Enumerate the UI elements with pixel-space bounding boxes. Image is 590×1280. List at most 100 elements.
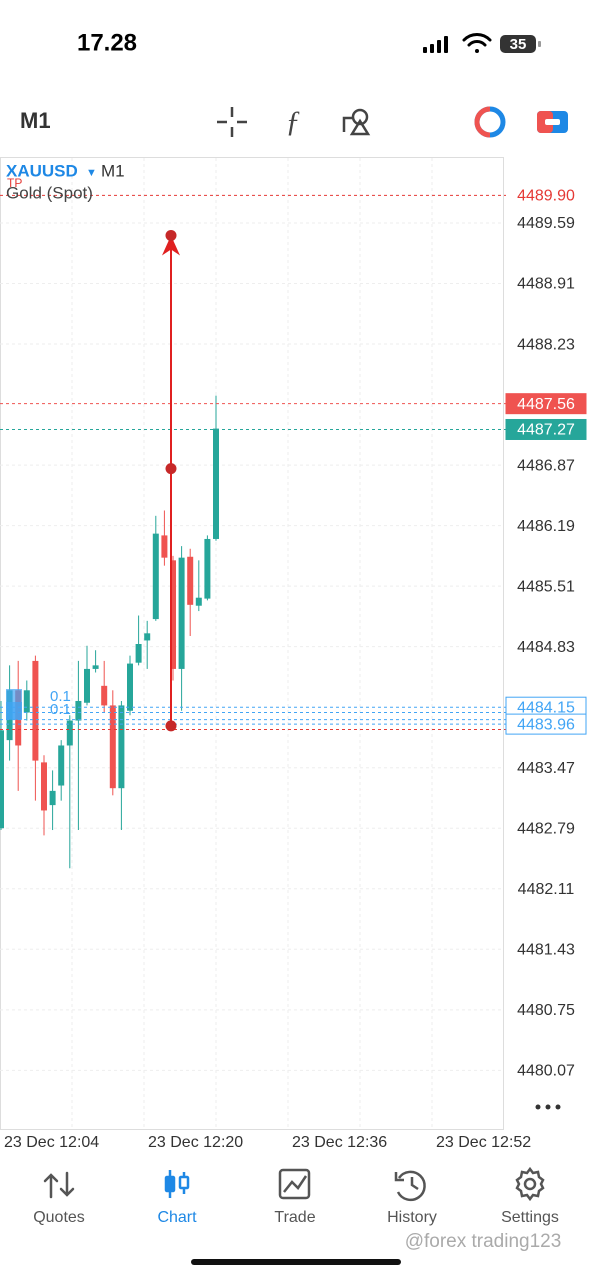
y-tick-label: 4486.87 bbox=[517, 457, 575, 474]
history-icon-part bbox=[410, 1177, 419, 1191]
signal-icon-part bbox=[423, 47, 427, 53]
wifi-icon-part bbox=[475, 49, 479, 53]
price-label: 4487.56 bbox=[517, 396, 575, 413]
one-click-trading-button[interactable] bbox=[474, 106, 506, 138]
nav-item[interactable]: Chart bbox=[157, 1209, 197, 1226]
quotes-icon[interactable] bbox=[43, 1171, 75, 1199]
time-grid bbox=[71, 158, 433, 1130]
y-tick-label: 4486.19 bbox=[517, 518, 575, 535]
price-label: 4487.27 bbox=[517, 422, 575, 439]
more-button-part bbox=[535, 1104, 541, 1110]
clock: 17.28 bbox=[77, 29, 137, 56]
history-icon-part bbox=[394, 1172, 404, 1182]
candle-body bbox=[84, 668, 90, 703]
history-icon-part bbox=[396, 1170, 426, 1202]
candle-body bbox=[92, 665, 99, 669]
symbol-dropdown[interactable]: ▼ bbox=[86, 167, 97, 179]
more-button-part bbox=[545, 1104, 551, 1110]
battery-tip bbox=[538, 41, 541, 47]
candle-body bbox=[49, 790, 56, 806]
y-tick-label: 4488.23 bbox=[517, 336, 575, 353]
chart-layer: 0.10.1 bbox=[0, 194, 506, 1071]
candle-body bbox=[66, 720, 73, 746]
y-tick-label: 4480.07 bbox=[517, 1063, 575, 1080]
trade-panel-button[interactable] bbox=[537, 111, 568, 133]
y-tick-label: 4489.59 bbox=[517, 215, 575, 232]
wifi-icon-part bbox=[467, 40, 487, 47]
history-icon[interactable] bbox=[394, 1170, 426, 1202]
candle-body bbox=[58, 745, 65, 786]
settings-icon-part bbox=[515, 1166, 545, 1202]
battery-level: 35 bbox=[510, 36, 527, 53]
y-tick-label: 4488.91 bbox=[517, 276, 575, 293]
candle-body bbox=[144, 633, 151, 641]
price-label-box bbox=[505, 393, 587, 415]
candle-body bbox=[204, 538, 211, 599]
trade-point bbox=[165, 463, 177, 475]
candle-body bbox=[187, 556, 194, 605]
x-tick-label: 23 Dec 12:04 bbox=[4, 1134, 99, 1151]
bottom-nav: Quotes Chart Trade History Settings bbox=[33, 1209, 559, 1226]
symbol[interactable]: XAUUSD bbox=[6, 161, 78, 180]
x-tick-label: 23 Dec 12:20 bbox=[148, 1134, 243, 1151]
candle-body bbox=[195, 597, 202, 606]
chart-icon-part bbox=[178, 1175, 190, 1190]
trade-icon[interactable] bbox=[278, 1168, 311, 1200]
candle-body bbox=[135, 644, 142, 663]
timeframe-button[interactable]: M1 bbox=[20, 108, 51, 133]
trade-icon-part bbox=[278, 1168, 311, 1200]
candle-body bbox=[118, 705, 125, 789]
trade-point bbox=[165, 229, 177, 241]
chart-icon[interactable] bbox=[164, 1170, 190, 1198]
y-tick-label: 4482.79 bbox=[517, 820, 575, 837]
wifi-icon bbox=[462, 33, 492, 53]
y-tick-label: 4482.11 bbox=[518, 881, 575, 898]
candle-body bbox=[23, 690, 30, 713]
watermark: @forex trading123 bbox=[405, 1231, 562, 1252]
signal-icon-part bbox=[437, 40, 441, 53]
settings-icon[interactable] bbox=[515, 1166, 545, 1202]
home-indicator bbox=[191, 1259, 401, 1265]
tp-tag: TP bbox=[7, 176, 22, 190]
more-button[interactable] bbox=[535, 1104, 561, 1110]
price-label: 4484.15 bbox=[517, 699, 575, 716]
chart-timeframe: M1 bbox=[101, 161, 125, 180]
indicators-button[interactable]: ƒ bbox=[286, 105, 301, 138]
objects-button[interactable] bbox=[342, 108, 371, 136]
more-button-part bbox=[555, 1104, 561, 1110]
candle-body bbox=[109, 705, 116, 789]
trade-panel-button-part bbox=[545, 119, 560, 125]
nav-item[interactable]: Trade bbox=[274, 1209, 315, 1226]
objects-button-part bbox=[342, 116, 352, 132]
candle-body bbox=[152, 533, 159, 620]
y-tick-label: 4481.43 bbox=[517, 942, 575, 959]
y-tick-label: 4483.47 bbox=[517, 760, 575, 777]
candle-body bbox=[213, 428, 219, 539]
price-label: 4483.96 bbox=[517, 716, 575, 733]
order-volume: 0.1 bbox=[50, 688, 71, 705]
crosshair-button[interactable] bbox=[217, 107, 247, 137]
candle-body bbox=[170, 560, 176, 669]
battery bbox=[500, 35, 536, 53]
y-tick-label: 4485.51 bbox=[517, 578, 575, 595]
order-volume: 0.1 bbox=[50, 701, 71, 718]
x-tick-label: 23 Dec 12:52 bbox=[436, 1134, 531, 1151]
quotes-icon-part bbox=[59, 1171, 75, 1197]
objects-button-part bbox=[349, 118, 371, 136]
symbol-description: Gold (Spot) bbox=[6, 183, 93, 202]
chart-area[interactable] bbox=[0, 157, 504, 1130]
y-tick-label: 4484.83 bbox=[517, 639, 575, 656]
signal-icon-part bbox=[430, 44, 434, 53]
y-tick-label: 4480.75 bbox=[517, 1002, 575, 1019]
candle-body bbox=[161, 535, 168, 558]
candle-body bbox=[0, 730, 4, 829]
settings-icon-part bbox=[523, 1177, 537, 1191]
nav-item[interactable]: Settings bbox=[501, 1209, 559, 1226]
signal-icon bbox=[423, 36, 448, 53]
objects-button-part bbox=[351, 108, 369, 126]
nav-item[interactable]: History bbox=[387, 1209, 437, 1226]
nav-item[interactable]: Quotes bbox=[33, 1209, 85, 1226]
price-label-box bbox=[505, 713, 587, 735]
